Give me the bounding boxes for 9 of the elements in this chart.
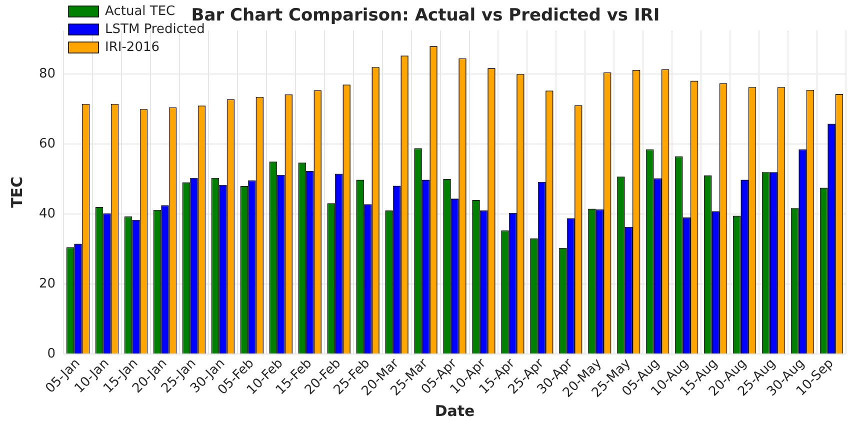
legend-label: Actual TEC (105, 4, 176, 19)
legend-label: IRI-2016 (105, 40, 160, 55)
y-tick-label: 80 (38, 66, 56, 82)
y-tick-label: 40 (38, 206, 56, 222)
y-tick-label: 0 (47, 346, 56, 362)
y-tick-label: 20 (38, 276, 56, 292)
y-tick-label: 60 (38, 136, 56, 152)
y-axis-title: TEC (8, 176, 26, 208)
x-axis-title: Date (434, 402, 475, 420)
